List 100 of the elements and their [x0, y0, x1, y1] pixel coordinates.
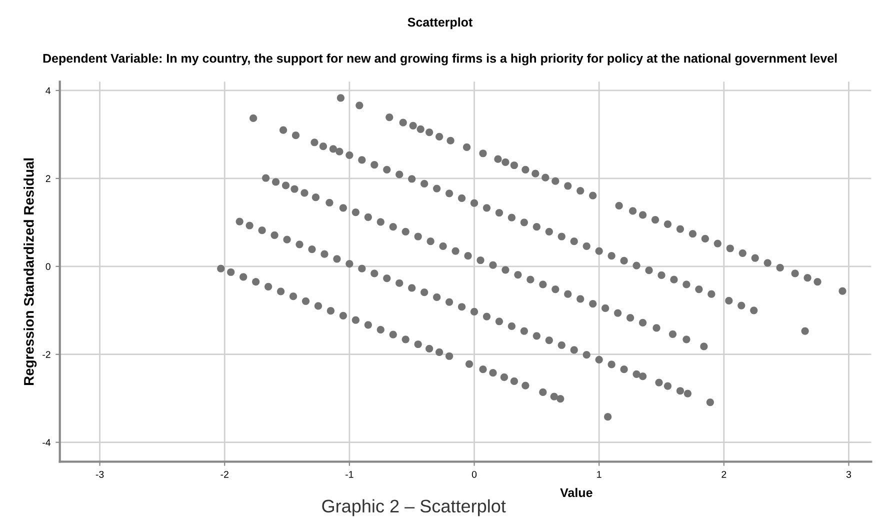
point: [589, 300, 597, 308]
chart-subtitle: Dependent Variable: In my country, the support for new and growing firms is a high priority for policy at the national government level: [43, 54, 837, 66]
point: [615, 202, 623, 210]
point: [389, 223, 397, 231]
point: [589, 192, 597, 200]
point: [292, 132, 300, 140]
point: [329, 145, 338, 153]
point: [276, 288, 285, 296]
point: [620, 256, 628, 264]
point: [688, 230, 697, 238]
point: [508, 322, 516, 330]
point: [426, 238, 434, 246]
point: [352, 316, 360, 324]
point: [638, 211, 647, 219]
point: [445, 352, 454, 360]
point: [526, 276, 534, 284]
point: [283, 236, 291, 244]
point: [510, 161, 518, 170]
point: [595, 247, 603, 255]
point: [564, 182, 572, 190]
point: [510, 377, 518, 385]
x-tick-label: -1: [346, 471, 354, 478]
point: [632, 370, 640, 378]
point: [319, 142, 328, 150]
point: [462, 143, 471, 152]
point: [676, 387, 684, 395]
x-tick-label: -2: [220, 470, 228, 478]
point: [264, 282, 272, 290]
point: [240, 273, 248, 281]
y-tick-label: 4: [46, 87, 51, 94]
point: [383, 274, 391, 282]
point: [308, 245, 316, 254]
point: [470, 308, 478, 316]
point: [545, 228, 553, 236]
point: [246, 222, 254, 230]
point: [684, 390, 692, 398]
point: [408, 284, 416, 292]
point: [682, 280, 690, 288]
point: [326, 198, 334, 206]
y-tick-label: 0: [46, 263, 50, 270]
point: [320, 250, 328, 258]
point: [626, 314, 634, 322]
point: [433, 184, 441, 192]
point: [604, 413, 612, 421]
point: [658, 271, 666, 280]
point: [436, 132, 444, 140]
chart-title: Scatterplot: [408, 17, 472, 30]
point: [558, 232, 566, 240]
point: [279, 126, 288, 134]
point: [801, 327, 809, 335]
point: [383, 166, 391, 174]
x-axis-title: Value: [560, 488, 592, 498]
point: [217, 264, 225, 272]
y-tick-label: 2: [46, 175, 50, 182]
point: [500, 373, 508, 382]
point: [495, 208, 504, 217]
point: [651, 216, 660, 224]
point: [326, 307, 335, 315]
y-tick-label: -4: [42, 439, 51, 446]
point: [576, 186, 584, 195]
point: [386, 114, 394, 122]
point: [408, 175, 416, 183]
point: [290, 185, 298, 193]
point: [479, 150, 487, 158]
point: [664, 382, 672, 390]
point: [370, 161, 378, 169]
point: [595, 356, 603, 364]
point: [464, 252, 472, 260]
point: [312, 194, 320, 202]
point: [620, 366, 628, 374]
point: [582, 351, 590, 359]
point: [352, 208, 360, 216]
point: [502, 266, 510, 274]
point: [376, 218, 384, 226]
point: [556, 394, 564, 403]
point: [445, 298, 454, 306]
point: [416, 125, 424, 133]
point: [495, 318, 504, 326]
point: [402, 228, 410, 236]
point: [470, 199, 478, 207]
point: [632, 262, 640, 270]
point: [664, 220, 672, 228]
point: [838, 287, 846, 295]
point: [356, 102, 364, 110]
point: [706, 398, 714, 406]
point: [738, 249, 746, 258]
point: [750, 306, 758, 314]
point: [458, 303, 466, 311]
point: [682, 336, 690, 344]
point: [296, 240, 304, 248]
point: [520, 327, 528, 335]
point: [726, 244, 734, 252]
point: [738, 302, 746, 310]
point: [564, 290, 572, 298]
point: [420, 180, 428, 188]
point: [436, 348, 444, 356]
point: [550, 392, 558, 400]
point: [399, 118, 407, 126]
point: [300, 189, 308, 197]
point: [364, 321, 372, 329]
